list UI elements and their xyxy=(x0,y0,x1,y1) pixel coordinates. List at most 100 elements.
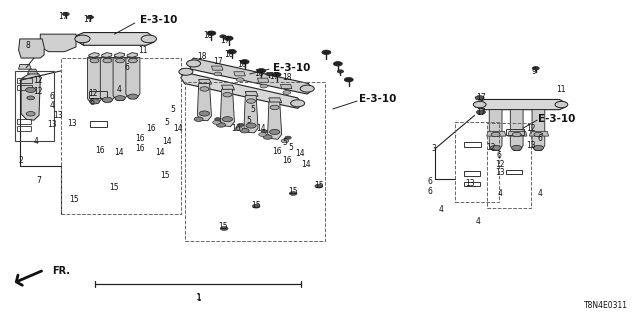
Text: 13: 13 xyxy=(67,119,77,128)
Text: 6: 6 xyxy=(125,63,129,72)
Text: 15: 15 xyxy=(69,195,79,204)
Text: 16: 16 xyxy=(272,147,282,156)
Circle shape xyxy=(103,58,112,63)
Text: 16: 16 xyxy=(231,124,241,132)
Bar xyxy=(487,123,531,208)
Circle shape xyxy=(533,145,543,150)
Polygon shape xyxy=(76,36,84,45)
Circle shape xyxy=(511,145,522,150)
Circle shape xyxy=(207,31,216,36)
Text: 16: 16 xyxy=(135,144,145,153)
Text: 15: 15 xyxy=(109,183,119,192)
Circle shape xyxy=(214,118,221,121)
Circle shape xyxy=(263,135,272,139)
Polygon shape xyxy=(76,33,154,45)
Circle shape xyxy=(322,50,331,54)
Circle shape xyxy=(200,87,209,91)
Circle shape xyxy=(285,136,291,139)
Circle shape xyxy=(115,96,125,101)
Text: FR.: FR. xyxy=(52,266,70,276)
Circle shape xyxy=(216,123,225,127)
Circle shape xyxy=(473,101,486,108)
Polygon shape xyxy=(280,84,292,89)
Text: 5: 5 xyxy=(250,105,255,114)
Circle shape xyxy=(246,123,256,128)
Bar xyxy=(465,142,481,147)
Polygon shape xyxy=(269,98,282,103)
Text: 12: 12 xyxy=(33,76,42,85)
Circle shape xyxy=(491,132,500,137)
Circle shape xyxy=(129,58,138,63)
Text: 4: 4 xyxy=(538,189,543,198)
Polygon shape xyxy=(244,96,258,133)
Circle shape xyxy=(186,60,200,67)
Circle shape xyxy=(344,77,353,82)
Bar xyxy=(506,129,524,134)
Circle shape xyxy=(269,129,280,134)
Circle shape xyxy=(475,96,484,100)
Polygon shape xyxy=(529,131,548,136)
Text: 4: 4 xyxy=(49,101,54,110)
Text: 11: 11 xyxy=(138,45,147,55)
Polygon shape xyxy=(19,64,31,69)
Circle shape xyxy=(289,192,297,196)
Text: 14: 14 xyxy=(295,149,305,158)
Text: 17: 17 xyxy=(221,36,230,45)
Polygon shape xyxy=(211,66,223,70)
Text: 13: 13 xyxy=(495,168,505,177)
Text: 5: 5 xyxy=(246,116,251,125)
Circle shape xyxy=(260,84,268,88)
Text: 8: 8 xyxy=(25,41,30,50)
Circle shape xyxy=(257,68,266,73)
Polygon shape xyxy=(257,78,269,82)
Text: 12: 12 xyxy=(33,87,42,96)
Bar xyxy=(90,121,107,126)
Circle shape xyxy=(214,72,221,76)
Polygon shape xyxy=(127,52,138,57)
Text: 9: 9 xyxy=(531,67,536,76)
Text: 13: 13 xyxy=(465,180,475,188)
Circle shape xyxy=(223,92,232,97)
Polygon shape xyxy=(510,110,523,150)
Bar xyxy=(89,91,107,98)
Text: 12: 12 xyxy=(495,160,505,169)
Bar xyxy=(17,85,32,90)
Text: 14: 14 xyxy=(162,137,172,146)
Circle shape xyxy=(291,100,305,107)
Polygon shape xyxy=(234,72,245,76)
Text: 2: 2 xyxy=(19,156,24,164)
Text: 4: 4 xyxy=(439,205,444,214)
Circle shape xyxy=(476,110,485,115)
Polygon shape xyxy=(268,102,282,139)
Bar xyxy=(184,82,325,241)
Text: 16: 16 xyxy=(282,156,292,164)
Circle shape xyxy=(141,35,157,43)
Circle shape xyxy=(236,78,244,82)
Text: 14: 14 xyxy=(257,124,266,132)
Circle shape xyxy=(237,123,244,126)
Bar xyxy=(61,58,181,214)
Polygon shape xyxy=(532,110,545,150)
Circle shape xyxy=(199,111,209,116)
Circle shape xyxy=(337,70,344,73)
Polygon shape xyxy=(198,79,211,84)
Polygon shape xyxy=(28,69,38,74)
Circle shape xyxy=(240,128,249,133)
Text: 14: 14 xyxy=(301,160,311,169)
Text: 6: 6 xyxy=(90,98,95,107)
Polygon shape xyxy=(126,57,140,99)
Text: E-3-10: E-3-10 xyxy=(359,94,396,104)
Polygon shape xyxy=(19,39,44,58)
Circle shape xyxy=(194,117,203,122)
Circle shape xyxy=(86,16,93,19)
Text: 18: 18 xyxy=(204,31,213,40)
Circle shape xyxy=(227,50,236,54)
Bar xyxy=(465,182,479,186)
Circle shape xyxy=(179,68,193,75)
Text: 17: 17 xyxy=(269,72,279,81)
Text: 16: 16 xyxy=(95,146,104,155)
Polygon shape xyxy=(102,52,112,57)
Text: 13: 13 xyxy=(47,120,56,130)
Text: E-3-10: E-3-10 xyxy=(538,114,575,124)
Text: 1: 1 xyxy=(196,293,202,302)
